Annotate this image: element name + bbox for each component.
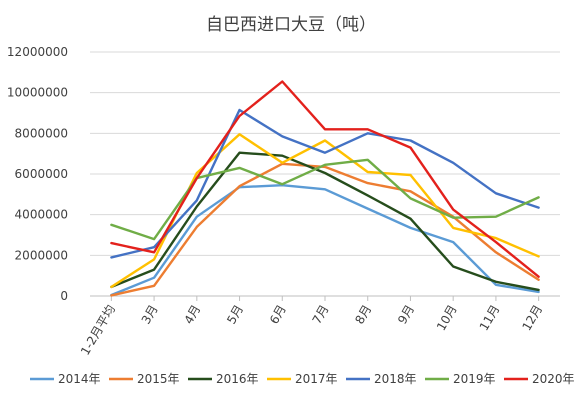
legend-label: 2014年 <box>58 372 101 386</box>
y-tick-label: 4000000 <box>15 208 68 222</box>
legend: 2014年 2015年 2016年 2017年 2018年 2019年 2020年 <box>30 372 575 386</box>
series-line <box>110 151 540 292</box>
series-line <box>110 158 540 241</box>
y-tick-label: 2000000 <box>15 248 68 262</box>
chart-title: 自巴西进口大豆（吨） <box>206 15 376 35</box>
legend-label: 2017年 <box>295 372 338 386</box>
y-tick-label: 6000000 <box>15 167 68 181</box>
y-tick-label: 0 <box>60 289 68 303</box>
series-line <box>110 162 540 297</box>
legend-label: 2019年 <box>453 372 496 386</box>
y-tick-label: 8000000 <box>15 126 68 140</box>
series-line <box>110 80 540 278</box>
y-axis: 0 2000000 4000000 6000000 8000000 10000000 120… <box>7 45 68 303</box>
legend-label: 2015年 <box>137 372 180 386</box>
series-lines <box>110 80 540 297</box>
series-line <box>110 108 540 259</box>
legend-label: 2020年 <box>532 372 575 386</box>
y-tick-label: 10000000 <box>7 86 68 100</box>
legend-label: 2018年 <box>374 372 417 386</box>
y-tick-label: 12000000 <box>7 45 68 59</box>
series-line <box>110 183 540 297</box>
legend-label: 2016年 <box>216 372 259 386</box>
